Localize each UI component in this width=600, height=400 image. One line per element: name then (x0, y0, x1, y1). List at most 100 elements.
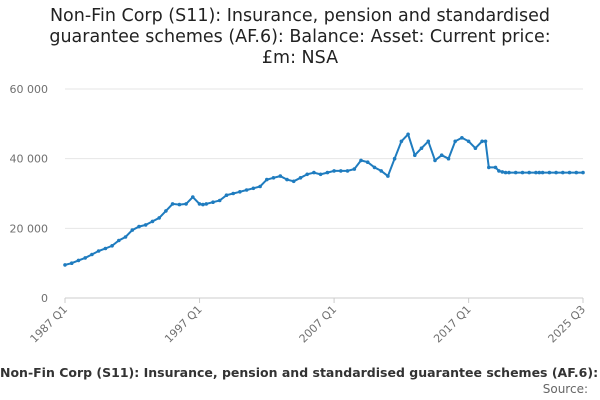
data-point[interactable] (312, 170, 316, 175)
data-point[interactable] (197, 202, 202, 206)
data-point[interactable] (271, 176, 276, 180)
x-tick-label: 2007 Q1 (297, 303, 340, 346)
data-point[interactable] (365, 160, 370, 164)
data-point[interactable] (265, 177, 269, 182)
data-point[interactable] (164, 209, 168, 213)
data-point[interactable] (503, 170, 508, 175)
x-tick-label: 1997 Q1 (162, 303, 205, 346)
data-point[interactable] (433, 158, 437, 163)
chart-title-line-3: £m: NSA (261, 48, 339, 68)
data-point[interactable] (332, 169, 336, 173)
data-point[interactable] (480, 139, 484, 144)
data-point[interactable] (520, 170, 525, 175)
data-point[interactable] (150, 219, 155, 224)
data-point[interactable] (291, 179, 296, 184)
x-tick-label: 2017 Q1 (431, 303, 474, 346)
x-tick-label: 2025 Q3 (546, 303, 589, 346)
series-points (63, 132, 585, 267)
data-point[interactable] (487, 165, 491, 170)
data-point[interactable] (117, 238, 121, 243)
data-point[interactable] (527, 170, 531, 175)
data-point[interactable] (574, 170, 579, 175)
data-point[interactable] (567, 170, 572, 175)
data-point[interactable] (325, 170, 330, 175)
data-point[interactable] (439, 153, 444, 157)
data-point[interactable] (201, 202, 205, 207)
data-point[interactable] (372, 165, 377, 170)
data-point[interactable] (217, 198, 222, 203)
data-point[interactable] (497, 169, 501, 173)
y-tick-label: 20 000 (10, 222, 49, 235)
data-point[interactable] (392, 156, 397, 161)
data-point[interactable] (258, 184, 262, 189)
data-point[interactable] (561, 170, 565, 175)
data-point[interactable] (211, 200, 215, 204)
data-point[interactable] (339, 169, 343, 173)
data-point[interactable] (507, 170, 511, 175)
data-point[interactable] (413, 153, 417, 157)
data-point[interactable] (184, 202, 188, 206)
data-point[interactable] (69, 261, 74, 266)
data-point[interactable] (345, 169, 350, 173)
data-point[interactable] (460, 136, 464, 140)
data-point[interactable] (352, 167, 357, 171)
data-point[interactable] (170, 202, 175, 206)
data-point[interactable] (554, 170, 558, 175)
series-line (64, 132, 583, 266)
data-point[interactable] (581, 170, 585, 175)
data-point[interactable] (534, 170, 538, 175)
y-tick-label: 40 000 (10, 153, 49, 166)
gridlines (65, 88, 583, 229)
data-point[interactable] (110, 244, 114, 248)
data-point[interactable] (537, 170, 542, 175)
data-point[interactable] (419, 146, 424, 150)
x-axis-ticks: 1987 Q1 1997 Q1 2007 Q1 2017 Q1 2025 Q3 (28, 298, 589, 346)
data-point[interactable] (204, 202, 209, 206)
data-point[interactable] (386, 174, 390, 178)
data-point[interactable] (76, 258, 81, 263)
data-point[interactable] (278, 174, 283, 178)
data-point[interactable] (103, 246, 108, 251)
data-point[interactable] (224, 193, 229, 197)
data-point[interactable] (483, 139, 488, 144)
data-point[interactable] (446, 156, 451, 161)
data-point[interactable] (90, 252, 94, 257)
data-point[interactable] (547, 170, 552, 175)
data-point[interactable] (96, 249, 101, 253)
data-point[interactable] (359, 158, 363, 163)
y-axis-ticks: 0 20 000 40 000 60 000 (10, 83, 49, 305)
data-point[interactable] (406, 132, 410, 137)
data-point[interactable] (123, 235, 128, 239)
source-label: Source: (542, 382, 588, 396)
x-tick-label: 1987 Q1 (28, 303, 71, 346)
data-point[interactable] (63, 263, 67, 267)
data-point[interactable] (143, 223, 148, 227)
data-point[interactable] (83, 256, 87, 260)
data-point[interactable] (231, 191, 235, 196)
data-point[interactable] (513, 170, 518, 175)
data-point[interactable] (157, 216, 161, 220)
data-point[interactable] (540, 170, 545, 175)
data-point[interactable] (298, 176, 303, 180)
data-point[interactable] (399, 139, 404, 144)
data-point[interactable] (191, 195, 195, 199)
data-point[interactable] (473, 146, 478, 150)
data-point[interactable] (130, 228, 135, 232)
data-point[interactable] (285, 177, 289, 182)
data-point[interactable] (251, 186, 256, 191)
data-point[interactable] (466, 139, 471, 144)
data-point[interactable] (305, 172, 310, 177)
data-point[interactable] (177, 202, 182, 207)
data-point[interactable] (379, 169, 384, 173)
data-point[interactable] (493, 165, 498, 170)
chart-title-line-2: guarantee schemes (AF.6): Balance: Asset… (49, 27, 551, 47)
data-point[interactable] (137, 224, 141, 229)
legend-item: Non-Fin Corp (S11): Insurance, pension a… (0, 365, 600, 380)
data-point[interactable] (500, 170, 505, 174)
data-point[interactable] (426, 139, 431, 144)
legend: Non-Fin Corp (S11): Insurance, pension a… (0, 365, 600, 380)
data-point[interactable] (244, 188, 249, 192)
data-point[interactable] (318, 172, 323, 177)
data-point[interactable] (238, 190, 242, 194)
data-point[interactable] (453, 139, 458, 144)
